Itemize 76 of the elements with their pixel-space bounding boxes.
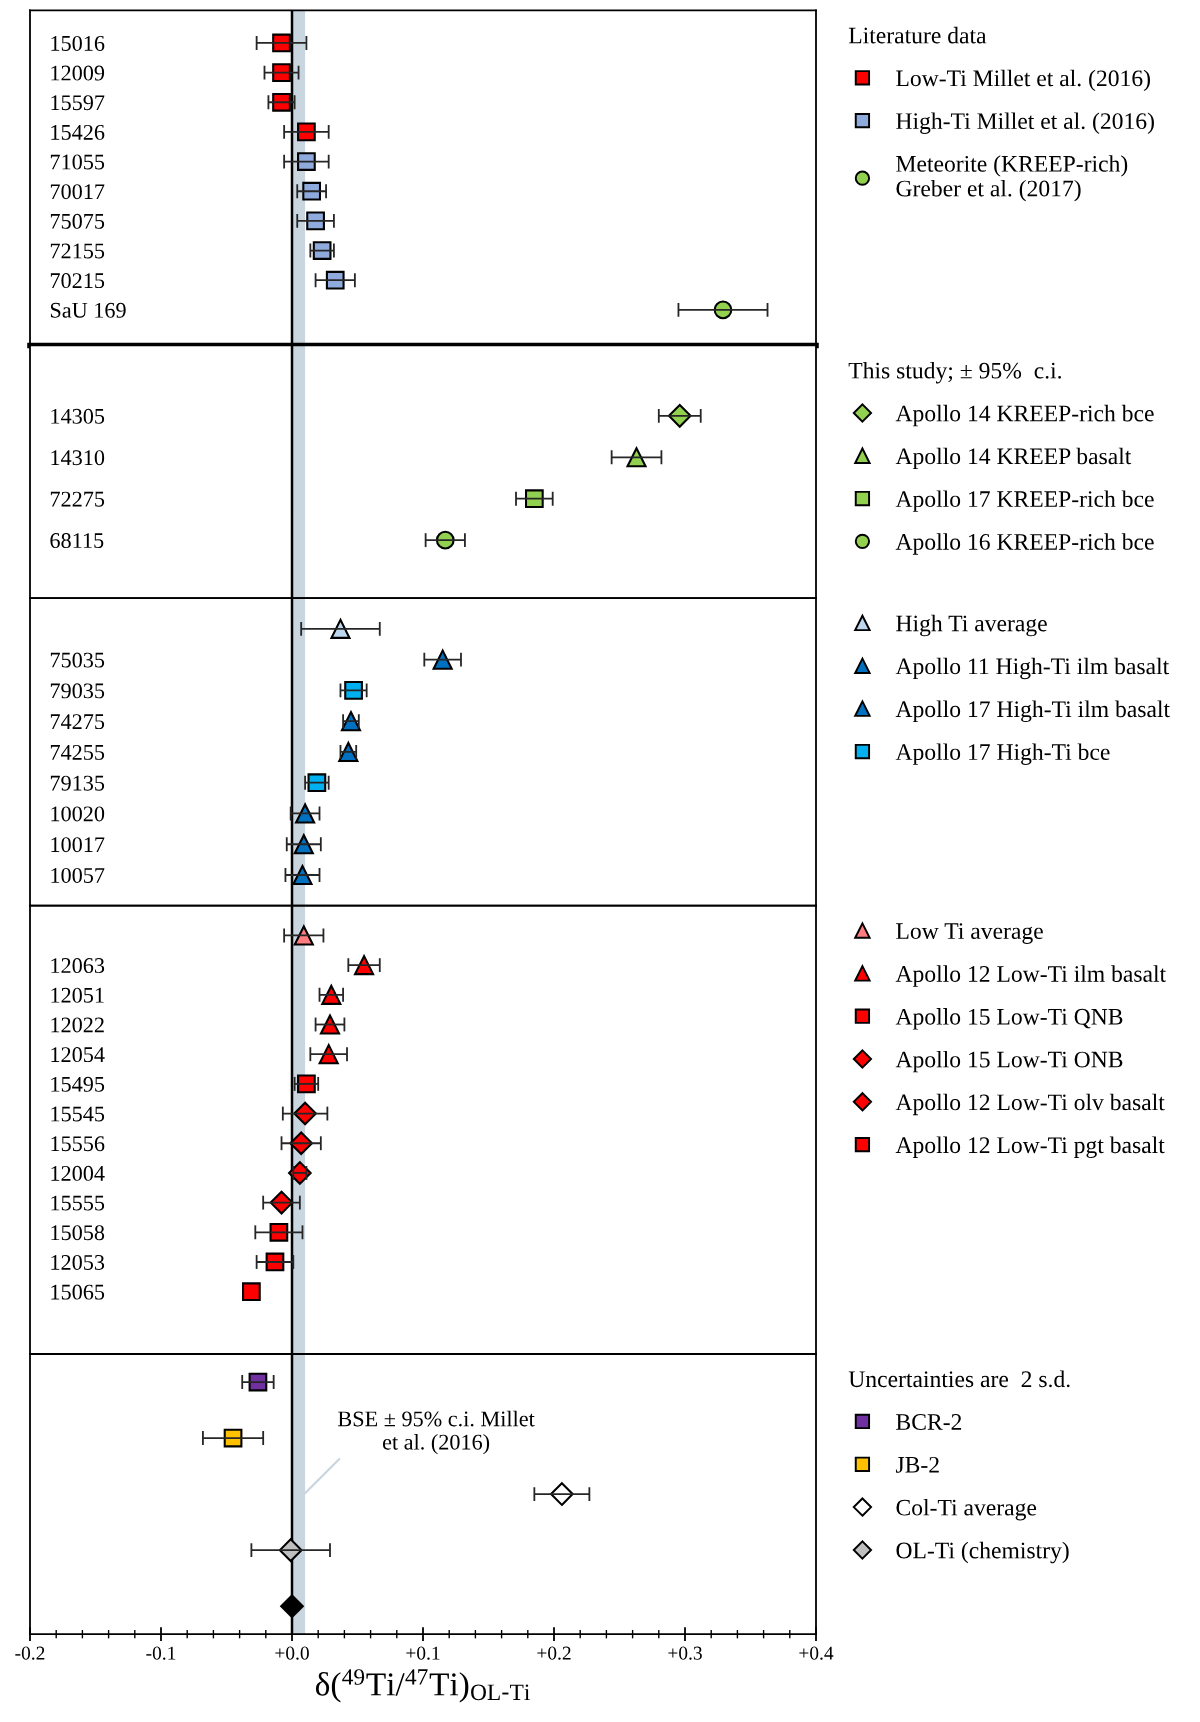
legend-label: Apollo 14 KREEP basalt [895, 447, 1132, 470]
y-tick-label: 75075 [50, 213, 105, 229]
y-tick-label: 14305 [51, 408, 105, 424]
y-tick-label: 15065 [51, 1284, 105, 1300]
y-tick-label: 15545 [51, 1106, 105, 1122]
y-tick-label: 12051 [51, 987, 104, 1003]
y-tick-label: 70017 [50, 184, 105, 200]
x-tick-label: +0.3 [668, 1646, 702, 1660]
legend-label: Apollo 12 Low-Ti ilm basalt [895, 965, 1166, 987]
legend-label: Apollo 11 High-Ti ilm basalt [895, 657, 1170, 680]
legend-label: Apollo 17 High-Ti bce [895, 743, 1110, 765]
point [319, 1014, 341, 1035]
y-tick-label: 12054 [51, 1047, 105, 1063]
y-tick-label: 15016 [51, 35, 105, 51]
legend-label: Apollo 17 KREEP-rich bce [895, 490, 1154, 512]
y-tick-label: 15555 [51, 1195, 105, 1211]
legend-title: Literature data [848, 26, 987, 44]
y-tick-label: 10017 [51, 837, 105, 853]
y-tick-label: 75035 [50, 652, 105, 668]
y-tick-label: 12004 [51, 1165, 105, 1181]
y-tick-label: 12063 [51, 958, 105, 974]
legend-label: Meteorite (KREEP-rich) Greber et al. (2017) [896, 155, 1128, 202]
y-tick-label: 12022 [51, 1017, 104, 1033]
y-tick-label: 12053 [51, 1254, 105, 1270]
y-tick-label: 72155 [50, 243, 105, 259]
legend-label: Apollo 12 Low-Ti pgt basalt [895, 1136, 1165, 1158]
y-tick-label: SaU 169 [50, 302, 126, 318]
legend-label: BCR-2 [896, 1414, 962, 1430]
legend-label: Low Ti average [896, 923, 1043, 944]
legend-label: OL-Ti (chemistry) [896, 1541, 1069, 1564]
y-tick-label: 74275 [50, 714, 105, 730]
y-tick-label: 10057 [51, 867, 105, 883]
point [297, 152, 316, 171]
y-tick-label: 72275 [50, 491, 105, 507]
band-label: BSE ± 95% c.i. Millet et al. (2016) [338, 1410, 535, 1455]
y-tick-label: 70215 [50, 273, 105, 289]
y-tick-label: 15426 [51, 124, 105, 140]
x-tick-label: +0.0 [275, 1646, 309, 1660]
legend-label: Col-Ti average [896, 1498, 1037, 1521]
y-tick-label: 71055 [50, 154, 105, 170]
legend-label: Apollo 17 High-Ti ilm basalt [895, 700, 1170, 723]
y-tick-label: 79135 [50, 775, 105, 791]
legend-title: Uncertainties are 2 s.d. [848, 1370, 1070, 1388]
legend-label: JB-2 [895, 1456, 939, 1473]
legend-label: Apollo 15 Low-Ti QNB [895, 1008, 1123, 1030]
x-axis-title: δ($^{49}$Ti/$^{47}$Ti)$_{OL-Ti}$ [315, 1669, 530, 1703]
legend-title: This study; ± 95% c.i. [848, 361, 1061, 384]
x-tick-label: -0.1 [146, 1646, 176, 1660]
y-tick-label: 14310 [51, 450, 105, 466]
y-tick-label: 79035 [50, 683, 105, 699]
point [242, 1282, 261, 1302]
y-tick-label: 68115 [50, 533, 104, 549]
x-tick-label: +0.2 [537, 1646, 571, 1660]
y-tick-label: 12009 [51, 65, 105, 81]
y-tick-label: 74255 [50, 744, 105, 760]
x-tick-label: -0.2 [15, 1646, 45, 1660]
point [295, 803, 316, 824]
point [280, 1594, 304, 1619]
y-tick-label: 15556 [51, 1136, 105, 1152]
legend-label: High-Ti Millet et al. (2016) [896, 112, 1154, 134]
point [344, 681, 363, 700]
legend-label: Apollo 15 Low-Ti ONB [895, 1050, 1123, 1073]
y-tick-label: 15495 [51, 1076, 105, 1092]
legend-label: Low-Ti Millet et al. (2016) [896, 69, 1150, 92]
point [293, 834, 314, 855]
y-tick-label: 15058 [51, 1225, 105, 1241]
legend-label: Apollo 14 KREEP-rich bce [895, 404, 1154, 427]
x-tick-label: +0.4 [799, 1646, 834, 1660]
legend-label: Apollo 16 KREEP-rich bce [895, 533, 1154, 555]
point [318, 1044, 339, 1065]
x-tick-label: +0.1 [406, 1646, 440, 1660]
legend-label: High Ti average [896, 614, 1047, 637]
point [293, 925, 314, 946]
y-tick-label: 10020 [51, 806, 105, 822]
y-tick-label: 15597 [51, 95, 105, 111]
legend-label: Apollo 12 Low-Ti olv basalt [895, 1093, 1165, 1116]
